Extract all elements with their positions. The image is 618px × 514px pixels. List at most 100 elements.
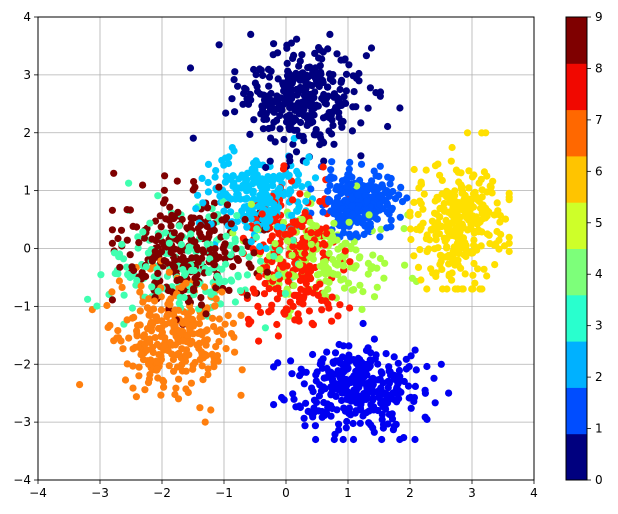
data-point-label-3 <box>311 174 320 182</box>
data-point-label-1 <box>369 388 377 397</box>
data-point-label-1 <box>311 422 319 430</box>
data-point-label-0 <box>286 83 294 91</box>
data-point-label-5 <box>325 249 333 257</box>
data-point-label-7 <box>137 282 145 290</box>
data-point-label-2 <box>397 183 405 191</box>
data-point-label-1 <box>375 393 383 401</box>
y-axis-ticks: −4 −3 −2 −1 0 1 2 3 4 <box>13 10 38 487</box>
data-point-label-0 <box>282 96 290 104</box>
data-point-label-4 <box>206 255 214 263</box>
data-point-label-1 <box>385 379 393 387</box>
data-point-label-8 <box>346 304 354 312</box>
data-point-label-1 <box>395 395 403 403</box>
data-point-label-8 <box>256 308 265 316</box>
data-point-label-2 <box>378 181 386 189</box>
data-point-label-6 <box>447 157 455 165</box>
data-point-label-7 <box>196 404 204 412</box>
data-point-label-0 <box>246 90 254 98</box>
data-point-label-0 <box>384 122 392 131</box>
data-point-label-1 <box>289 390 297 398</box>
data-point-label-2 <box>326 181 334 189</box>
data-point-label-1 <box>361 380 370 388</box>
data-point-label-5 <box>376 254 384 263</box>
data-point-label-8 <box>255 273 263 281</box>
data-point-label-8 <box>274 284 282 292</box>
data-point-label-4 <box>257 257 265 265</box>
data-point-label-4 <box>236 287 245 295</box>
x-tick-label: 3 <box>468 486 476 500</box>
data-point-label-0 <box>269 51 277 59</box>
data-point-label-0 <box>296 76 304 84</box>
data-point-label-4 <box>222 260 230 268</box>
data-point-label-9 <box>117 226 126 234</box>
data-point-label-6 <box>475 179 483 187</box>
data-point-label-7 <box>238 366 246 374</box>
data-point-label-3 <box>211 173 219 181</box>
data-point-label-4 <box>148 283 156 291</box>
data-point-label-1 <box>378 410 386 418</box>
data-point-label-0 <box>332 104 340 112</box>
data-point-label-6 <box>443 253 452 261</box>
data-point-label-8 <box>323 229 331 238</box>
data-point-label-7 <box>207 406 215 414</box>
data-point-label-9 <box>221 248 229 256</box>
data-point-label-3 <box>247 238 255 246</box>
data-point-label-4 <box>165 239 173 247</box>
data-point-label-1 <box>313 368 321 376</box>
data-point-label-1 <box>358 368 366 376</box>
data-point-label-7 <box>182 352 190 360</box>
data-point-label-7 <box>121 376 130 384</box>
data-point-label-7 <box>189 330 197 338</box>
data-point-label-4 <box>270 252 278 260</box>
data-point-label-6 <box>458 285 466 293</box>
data-point-label-0 <box>345 61 353 69</box>
data-point-label-6 <box>431 245 439 253</box>
colorbar-segment <box>566 109 587 157</box>
data-point-label-2 <box>356 176 364 184</box>
data-point-label-1 <box>309 350 317 359</box>
data-point-label-1 <box>353 383 361 391</box>
data-point-label-9 <box>171 256 179 264</box>
data-point-label-7 <box>155 351 163 359</box>
data-point-label-7 <box>195 344 203 353</box>
data-point-label-0 <box>340 56 348 64</box>
data-point-label-9 <box>178 215 186 224</box>
data-point-label-8 <box>302 280 310 288</box>
data-point-label-6 <box>477 242 485 250</box>
data-point-label-0 <box>292 101 300 110</box>
data-point-label-2 <box>385 192 393 200</box>
data-point-label-7 <box>153 340 161 348</box>
data-point-label-9 <box>116 263 124 271</box>
data-point-label-8 <box>279 263 287 271</box>
data-point-label-4 <box>289 236 297 244</box>
data-point-label-2 <box>391 195 400 203</box>
y-tick-label: 2 <box>23 126 31 140</box>
colorbar-segment <box>566 387 587 435</box>
data-point-label-2 <box>366 220 374 228</box>
data-point-label-1 <box>345 351 353 359</box>
data-point-label-8 <box>319 249 327 257</box>
colorbar-segment <box>566 202 587 249</box>
data-point-label-1 <box>376 375 384 383</box>
data-point-label-1 <box>361 360 369 369</box>
data-point-label-8 <box>295 291 303 300</box>
data-point-label-0 <box>348 127 356 135</box>
data-point-label-5 <box>336 253 344 261</box>
data-point-label-7 <box>178 345 186 353</box>
data-point-label-3 <box>262 223 270 232</box>
data-point-label-4 <box>218 265 226 273</box>
data-point-label-9 <box>148 235 156 243</box>
data-point-label-4 <box>177 240 185 249</box>
data-point-label-6 <box>478 186 486 194</box>
data-point-label-2 <box>348 202 356 210</box>
data-point-label-8 <box>336 301 344 309</box>
data-point-label-7 <box>177 283 185 291</box>
data-point-label-1 <box>300 380 308 388</box>
data-point-label-6 <box>485 231 493 239</box>
data-point-label-4 <box>93 302 101 310</box>
data-point-label-9 <box>161 172 169 180</box>
data-point-label-0 <box>260 115 268 124</box>
data-point-label-7 <box>189 315 197 324</box>
data-point-label-1 <box>331 385 339 393</box>
data-point-label-1 <box>342 375 350 383</box>
